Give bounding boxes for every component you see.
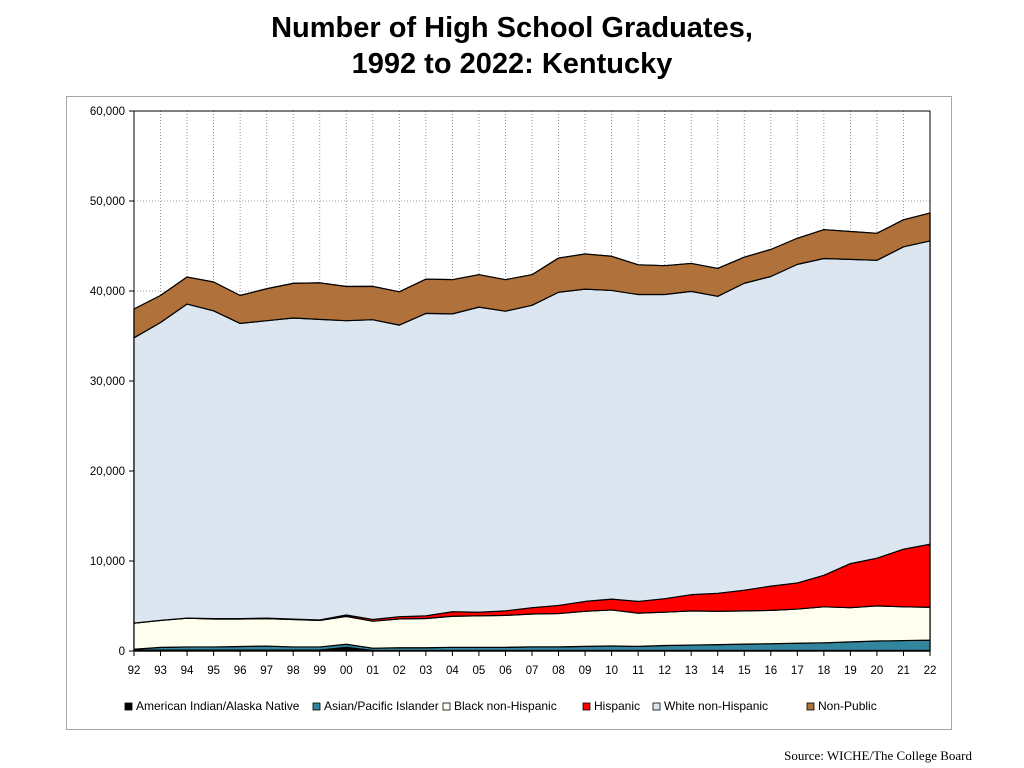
x-tick-label: 05 <box>473 665 486 677</box>
x-tick-label: 00 <box>340 665 353 677</box>
x-tick-label: 11 <box>632 665 644 677</box>
x-tick-label: 99 <box>313 665 326 677</box>
y-tick-label: 20,000 <box>90 466 125 478</box>
legend-label: Hispanic <box>594 699 640 713</box>
chart-title-line1: Number of High School Graduates, <box>271 12 753 44</box>
chart-frame: 0 10,000 20,000 30,000 40,000 50,000 60,000 92 9… <box>66 96 952 730</box>
x-tick-label: 93 <box>154 665 167 677</box>
y-tick-label: 10,000 <box>90 556 125 568</box>
x-tick-label: 20 <box>871 665 884 677</box>
y-tick-label: 30,000 <box>90 376 125 388</box>
x-tick-label: 01 <box>366 665 379 677</box>
x-tick-label: 03 <box>419 665 432 677</box>
legend-swatch <box>124 702 133 711</box>
x-tick-label: 15 <box>738 665 751 677</box>
x-tick-label: 10 <box>605 665 618 677</box>
y-tick-label: 60,000 <box>90 106 125 118</box>
legend-label: Asian/Pacific Islander <box>324 699 439 713</box>
x-tick-label: 02 <box>393 665 406 677</box>
x-tick-label: 17 <box>791 665 804 677</box>
x-tick-label: 12 <box>658 665 671 677</box>
legend-swatch <box>312 702 321 711</box>
x-tick-label: 21 <box>897 665 910 677</box>
source-note: Source: WICHE/The College Board <box>784 748 972 763</box>
x-tick-label: 08 <box>552 665 565 677</box>
x-tick-label: 09 <box>579 665 592 677</box>
legend-label: Black non-Hispanic <box>454 699 557 713</box>
legend-swatch <box>806 702 815 711</box>
stacked-area-chart: 0 10,000 20,000 30,000 40,000 50,000 60,000 92 9… <box>90 106 937 713</box>
y-tick-label: 50,000 <box>90 196 125 208</box>
x-tick-label: 97 <box>260 665 273 677</box>
y-tick-label: 40,000 <box>90 286 125 298</box>
x-tick-label: 06 <box>499 665 512 677</box>
x-tick-label: 22 <box>924 665 937 677</box>
legend-label: White non-Hispanic <box>664 699 768 713</box>
x-tick-label: 94 <box>181 665 194 677</box>
x-tick-label: 96 <box>234 665 247 677</box>
chart-title: Number of High School Graduates, 1992 to… <box>0 10 1024 82</box>
y-tick-label: 0 <box>119 646 125 658</box>
x-tick-label: 14 <box>711 665 724 677</box>
x-tick-label: 07 <box>526 665 539 677</box>
x-tick-label: 19 <box>844 665 857 677</box>
legend-label: American Indian/Alaska Native <box>136 699 300 713</box>
x-tick-label: 13 <box>685 665 698 677</box>
x-tick-label: 98 <box>287 665 300 677</box>
legend-label: Non-Public <box>818 699 877 713</box>
chart-title-line2: 1992 to 2022: Kentucky <box>351 48 673 80</box>
x-tick-label: 18 <box>817 665 830 677</box>
legend-swatch <box>442 702 451 711</box>
x-tick-label: 95 <box>207 665 220 677</box>
x-tick-label: 16 <box>764 665 777 677</box>
legend-swatch <box>652 702 661 711</box>
legend-swatch <box>582 702 591 711</box>
x-tick-label: 04 <box>446 665 459 677</box>
x-tick-label: 92 <box>128 665 141 677</box>
